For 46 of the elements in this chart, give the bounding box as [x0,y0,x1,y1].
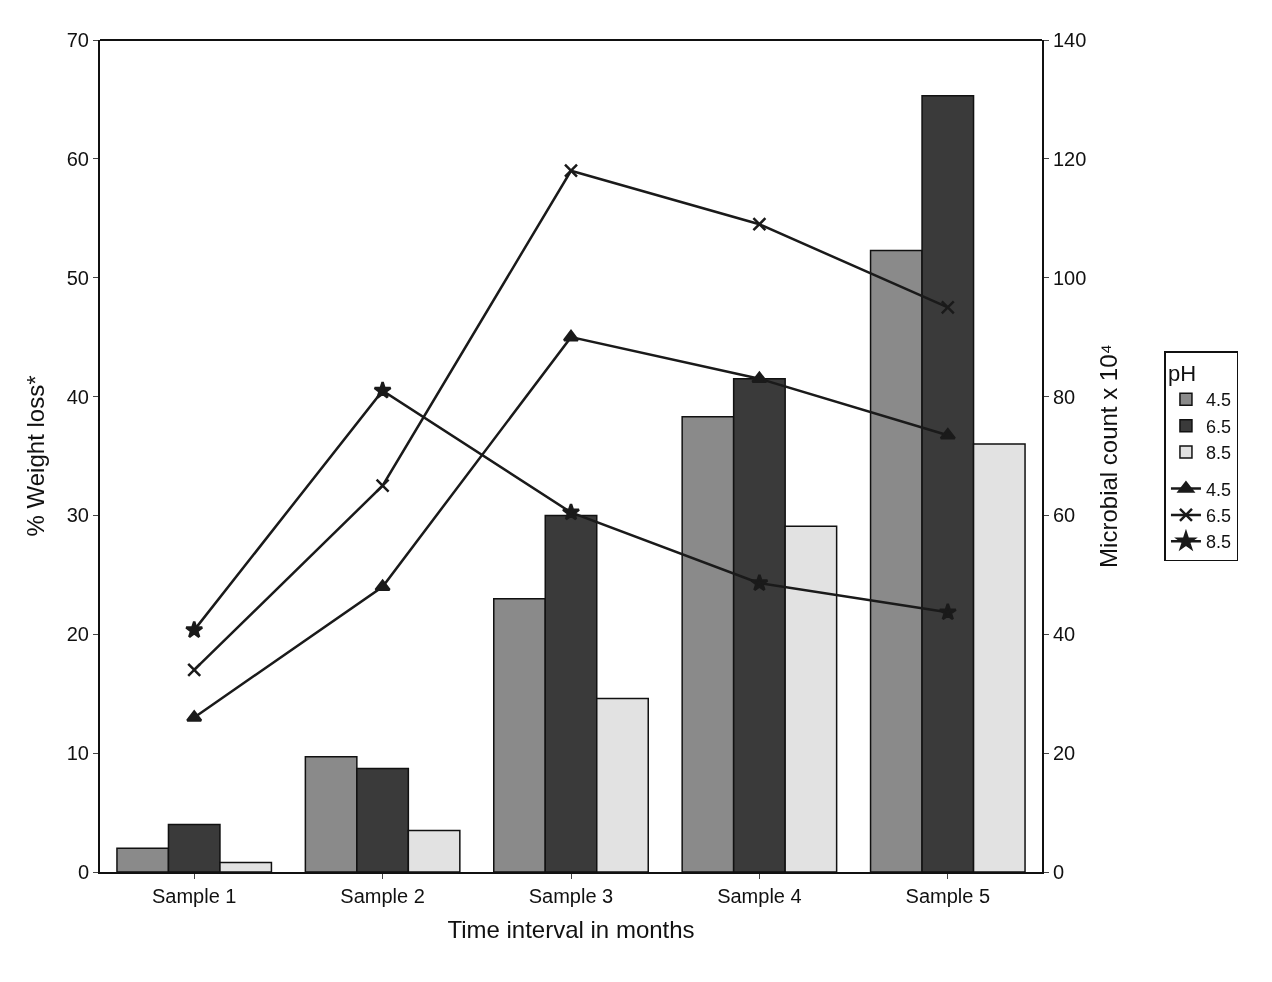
y-tick-label: 40 [66,385,89,408]
y-tick-label: 10 [66,742,89,765]
y-tick-label: 60 [66,147,89,170]
y2-tick-label: 80 [1053,385,1076,408]
y-tick-label: 20 [66,623,89,646]
y2-axis-title: Microbial count x 10⁴ [1095,344,1123,568]
y-axis-title: % Weight loss* [22,375,50,537]
x-tick-label: Sample 2 [340,885,425,907]
point [373,380,392,399]
legend-label: 8.5 [1205,532,1231,553]
point [561,502,581,521]
y-tick-label: 30 [66,504,89,527]
y2-tick-label: 40 [1053,623,1076,646]
y-tick-label: 70 [66,29,89,51]
point [374,579,391,591]
point [938,602,958,621]
legend-label: 6.5 [1205,416,1231,437]
legend-label: 4.5 [1205,390,1231,411]
y2-tick-label: 0 [1053,861,1065,883]
legend-title: pH [1167,361,1197,387]
y2-tick-label: 140 [1053,29,1087,51]
y2-tick-label: 100 [1053,266,1087,289]
x-axis-title: Time interval in months [447,915,695,943]
point [562,329,580,342]
point [563,163,579,178]
y2-tick-label: 60 [1053,504,1076,527]
y2-tick-label: 120 [1053,147,1087,170]
y2-tick-label: 20 [1053,742,1076,765]
point [184,620,204,639]
x-tick-label: Sample 1 [151,885,237,907]
y-tick-label: 50 [66,266,89,289]
point [186,662,202,678]
legend-label: 8.5 [1205,443,1231,464]
point [939,427,956,440]
point [186,710,203,722]
point [375,478,390,493]
x-tick-label: Sample 4 [717,885,802,907]
legend-label: 4.5 [1205,479,1231,500]
legend-label: 6.5 [1205,505,1231,526]
x-tick-label: Sample 5 [905,885,991,907]
point [750,573,769,592]
point [940,300,956,315]
point [752,216,767,232]
point [751,371,768,383]
x-tick-label: Sample 3 [528,885,614,907]
y-tick-label: 0 [77,861,89,883]
